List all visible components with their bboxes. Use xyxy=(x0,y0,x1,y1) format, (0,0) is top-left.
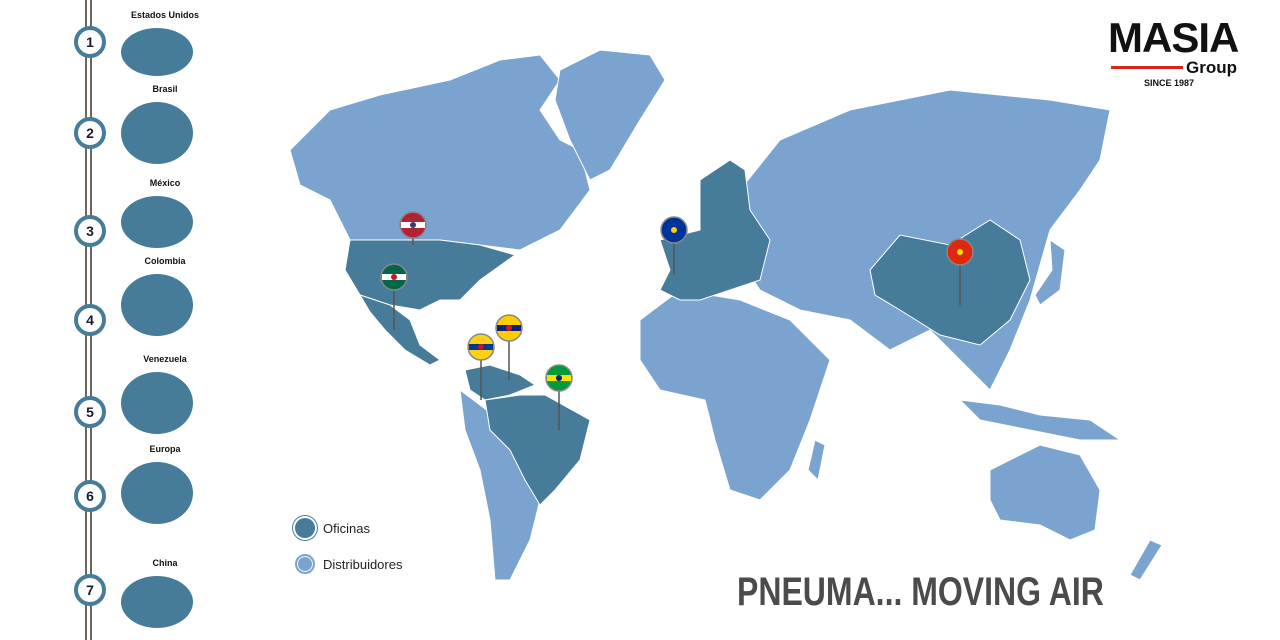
region-greenland xyxy=(554,49,666,181)
step-5: 5 xyxy=(74,396,106,428)
region-japan xyxy=(1034,239,1066,306)
logo-red-bar xyxy=(1111,66,1183,69)
country-label: Venezuela xyxy=(143,354,187,364)
flag-emblem xyxy=(410,222,416,228)
country-shape xyxy=(121,576,193,628)
country-label: Estados Unidos xyxy=(130,10,199,20)
logo-sub: Group xyxy=(1186,58,1237,77)
flag-emblem xyxy=(671,227,677,233)
offices-swatch xyxy=(295,518,315,538)
legend-offices-label: Oficinas xyxy=(323,520,370,536)
country-shape xyxy=(121,274,193,336)
step-2: 2 xyxy=(74,117,106,149)
colombia-flag-pin[interactable] xyxy=(467,333,495,400)
region-australia xyxy=(989,444,1101,541)
region-canada-alaska xyxy=(289,54,591,251)
legend-offices: Oficinas xyxy=(295,518,370,538)
region-africa xyxy=(639,289,831,501)
flag-emblem xyxy=(957,249,963,255)
step-6: 6 xyxy=(74,480,106,512)
country-label: Colombia xyxy=(144,256,186,266)
china-flag-pin[interactable] xyxy=(946,238,974,305)
country-label: Europa xyxy=(149,444,181,454)
region-madagascar xyxy=(807,439,826,482)
region-mexico xyxy=(358,294,441,366)
legend-distributors: Distribuidores xyxy=(295,554,402,574)
country-shape xyxy=(121,28,193,76)
region-china xyxy=(869,219,1031,346)
distributors-swatch xyxy=(295,554,315,574)
region-usa xyxy=(344,239,517,311)
country-shape xyxy=(121,462,193,524)
country-shape xyxy=(121,372,193,434)
step-7: 7 xyxy=(74,574,106,606)
venezuela-flag-pin[interactable] xyxy=(495,314,523,380)
region-new-zealand xyxy=(1129,539,1163,581)
country-label: China xyxy=(152,558,178,568)
step-1: 1 xyxy=(74,26,106,58)
country-shape xyxy=(121,196,193,248)
step-4: 4 xyxy=(74,304,106,336)
mexico-flag-pin[interactable] xyxy=(380,263,408,330)
legend-distributors-label: Distribuidores xyxy=(323,556,403,572)
us-flag-pin[interactable] xyxy=(399,211,427,245)
eu-flag-pin[interactable] xyxy=(660,216,688,275)
flag-emblem xyxy=(391,274,397,280)
masia-logo: MASIA Group SINCE 1987 xyxy=(1108,14,1248,90)
region-europe xyxy=(659,159,771,301)
flag-emblem xyxy=(478,344,484,350)
region-indonesia xyxy=(958,399,1122,441)
country-label: México xyxy=(149,178,181,188)
country-label: Brasil xyxy=(152,84,178,94)
flag-emblem xyxy=(556,375,562,381)
logo-name: MASIA xyxy=(1108,14,1239,61)
region-colombia-venezuela xyxy=(464,364,537,401)
country-shape xyxy=(121,102,193,164)
slogan: PNEUMA... MOVING AIR xyxy=(737,570,1104,614)
region-brazil xyxy=(484,394,591,506)
flag-emblem xyxy=(506,325,512,331)
logo-since: SINCE 1987 xyxy=(1144,78,1195,88)
brazil-flag-pin[interactable] xyxy=(545,364,573,430)
step-3: 3 xyxy=(74,215,106,247)
